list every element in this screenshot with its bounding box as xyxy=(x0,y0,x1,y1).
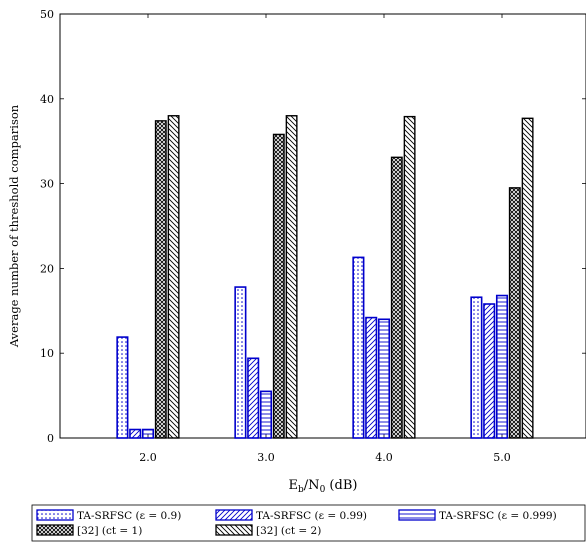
bar-series2-5.0 xyxy=(483,303,496,439)
legend-label-5: [32] (ct = 2) xyxy=(256,525,321,537)
legend-swatch-2 xyxy=(215,509,253,521)
x-axis: 2.0 3.0 4.0 5.0 xyxy=(139,14,511,464)
legend-frame xyxy=(31,504,586,542)
y-tick-label: 10 xyxy=(40,347,54,360)
legend-label-3: TA-SRFSC (ε = 0.999) xyxy=(439,510,557,522)
bar-series4-5.0 xyxy=(508,187,521,439)
x-axis-label: Eb/N0 (dB) xyxy=(289,478,358,495)
legend-swatch-3 xyxy=(398,509,436,521)
bar-series1-4.0 xyxy=(352,256,365,439)
bar-series2-4.0 xyxy=(365,316,378,439)
bar-series1-2.0 xyxy=(116,336,129,439)
bar-series5-3.0 xyxy=(285,115,298,439)
bar-series3-3.0 xyxy=(259,390,273,439)
y-tick-label: 30 xyxy=(40,178,54,191)
bars-group xyxy=(116,115,534,439)
bar-series1-3.0 xyxy=(234,286,247,439)
bar-series5-5.0 xyxy=(521,117,534,439)
legend-label-2: TA-SRFSC (ε = 0.99) xyxy=(256,510,367,522)
y-tick-label: 40 xyxy=(40,93,54,106)
bar-series3-5.0 xyxy=(495,294,509,439)
bar-series5-2.0 xyxy=(167,115,180,439)
y-axis: 0 10 20 30 40 50 xyxy=(40,8,586,445)
x-tick-label: 2.0 xyxy=(139,451,157,464)
y-axis-label: Average number of threshold comparison xyxy=(7,104,21,348)
legend-label-4: [32] (ct = 1) xyxy=(77,525,142,537)
x-tick-label: 4.0 xyxy=(375,451,393,464)
legend-swatch-5 xyxy=(215,524,253,536)
bar-series5-4.0 xyxy=(403,115,416,439)
legend-label-1: TA-SRFSC (ε = 0.9) xyxy=(77,510,181,522)
bar-series3-2.0 xyxy=(141,428,155,439)
bar-series2-3.0 xyxy=(247,357,260,439)
bar-series2-2.0 xyxy=(129,428,142,439)
bar-series1-5.0 xyxy=(470,296,483,439)
legend-swatch-1 xyxy=(36,509,74,521)
x-tick-label: 5.0 xyxy=(493,451,511,464)
legend: TA-SRFSC (ε = 0.9) TA-SRFSC (ε = 0.99) TA-… xyxy=(31,504,586,542)
y-tick-label: 20 xyxy=(40,262,54,275)
y-tick-label: 0 xyxy=(47,432,54,445)
bar-series3-4.0 xyxy=(377,318,391,439)
bar-series4-4.0 xyxy=(390,156,403,439)
legend-swatch-4 xyxy=(36,524,74,536)
x-tick-label: 3.0 xyxy=(257,451,275,464)
bar-series4-3.0 xyxy=(272,133,285,439)
bar-series4-2.0 xyxy=(154,120,167,439)
y-tick-label: 50 xyxy=(40,8,54,21)
plot-area-frame xyxy=(59,13,586,439)
